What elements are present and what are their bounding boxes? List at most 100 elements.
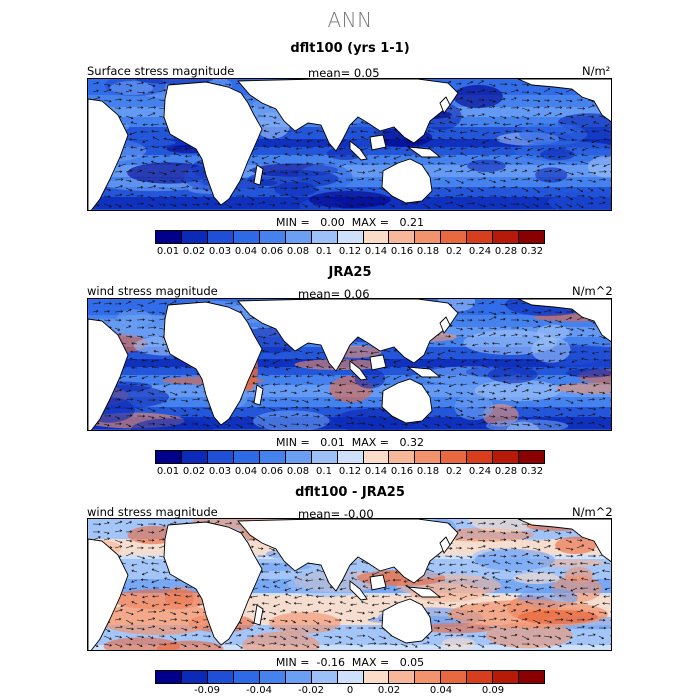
colorbar-swatch [207,451,234,463]
colorbar-swatch [415,231,442,243]
panel-1-unit: N/m² [582,64,611,78]
panel-1-title: dflt100 (yrs 1-1) [290,41,410,56]
colorbar-tick-label: 0.1 [316,466,332,477]
panel-3-unit: N/m^2 [572,505,613,519]
continent-outline [349,140,368,161]
colorbar-tick-label: 0.12 [338,246,362,257]
colorbar-tick-label: 0 [346,685,354,696]
colorbar-tick-label: 0.06 [260,466,284,477]
colorbar-swatch [467,671,494,683]
continent-outline [369,574,387,591]
colorbar-tick-label: -0.09 [194,685,220,696]
land-masks [88,519,611,650]
colorbar-tick-label: 0.03 [208,246,232,257]
colorbar-tick-label: 0.09 [481,685,505,696]
continent-outline [237,79,459,152]
colorbar-tick-label: 0.04 [234,466,258,477]
colorbar-tick-label: 0.08 [286,466,310,477]
continent-outline [439,316,451,334]
continent-outline [406,366,442,378]
continent-outline [517,79,611,123]
continent-outline [253,384,264,406]
colorbar-tick-label: 0.14 [364,466,388,477]
colorbar-swatch [363,451,390,463]
land-masks [88,79,611,210]
colorbar-swatch [467,231,494,243]
panel-3-minmax: MIN = -0.16 MAX = 0.05 [275,656,425,669]
colorbar-tick-label: -0.02 [298,685,324,696]
panel-2-map-svg [88,299,611,430]
continent-outline [349,360,368,381]
colorbar-swatch [519,451,545,463]
panel-2-minmax: MIN = 0.01 MAX = 0.32 [276,436,424,449]
panel-2-colorbar [155,450,545,464]
colorbar-swatch [467,451,494,463]
colorbar-swatch [415,451,442,463]
colorbar-tick-label: 0.2 [446,466,462,477]
colorbar-swatch [441,671,468,683]
continent-outline [163,521,263,646]
colorbar-swatch [259,231,286,243]
continent-outline [253,164,264,186]
panel-2-title: JRA25 [328,265,372,280]
colorbar-swatch [181,451,208,463]
colorbar-tick-label: 0.04 [429,685,453,696]
colorbar-tick-label: 0.01 [156,246,180,257]
colorbar-swatch [207,671,234,683]
continent-outline [253,604,264,626]
colorbar-swatch [233,231,260,243]
panel-3-map-svg [88,519,611,650]
colorbar-tick-label: 0.2 [446,246,462,257]
panel-1-variable-label: Surface stress magnitude [87,64,235,78]
continent-outline [406,146,442,158]
continent-outline [517,299,611,343]
land-masks [88,299,611,430]
panel-3-map [87,518,612,651]
colorbar-tick-label: -0.04 [246,685,272,696]
panel-3-variable-label: wind stress magnitude [87,505,218,519]
colorbar-tick-label: 0.01 [156,466,180,477]
colorbar-tick-label: 0.04 [234,246,258,257]
colorbar-tick-label: 0.32 [520,466,544,477]
colorbar-swatch [363,231,390,243]
continent-outline [517,519,611,563]
colorbar-tick-label: 0.28 [494,466,518,477]
colorbar-tick-label: 0.24 [468,246,492,257]
colorbar-tick-label: 0.02 [377,685,401,696]
colorbar-swatch [337,451,364,463]
continent-outline [439,96,451,114]
panel-2-map [87,298,612,431]
colorbar-tick-label: 0.08 [286,246,310,257]
colorbar-swatch [389,671,416,683]
colorbar-swatch [181,231,208,243]
panel-1-map [87,78,612,211]
panel-1-colorbar [155,230,545,244]
colorbar-swatch [285,451,312,463]
colorbar-swatch [156,671,182,683]
colorbar-tick-label: 0.18 [416,246,440,257]
colorbar-tick-label: 0.16 [390,466,414,477]
colorbar-swatch [337,231,364,243]
panel-2-mean: mean= 0.06 [298,287,370,301]
panel-3-title: dflt100 - JRA25 [295,485,405,500]
panel-1-mean: mean= 0.05 [308,66,380,80]
panel-3-colorbar [155,670,545,684]
continent-outline [237,299,459,372]
colorbar-swatch [389,451,416,463]
colorbar-swatch [181,671,208,683]
colorbar-swatch [363,671,390,683]
continent-outline [237,519,459,592]
panel-1-map-svg [88,79,611,210]
colorbar-swatch [156,231,182,243]
colorbar-swatch [493,671,520,683]
colorbar-tick-label: 0.16 [390,246,414,257]
continent-outline [88,538,129,650]
panel-3-mean: mean= -0.00 [298,507,374,521]
continent-outline [406,586,442,598]
colorbar-tick-label: 0.12 [338,466,362,477]
colorbar-swatch [233,451,260,463]
colorbar-swatch [519,231,545,243]
panel-2-unit: N/m^2 [572,284,613,298]
continent-outline [349,580,368,601]
colorbar-swatch [207,231,234,243]
